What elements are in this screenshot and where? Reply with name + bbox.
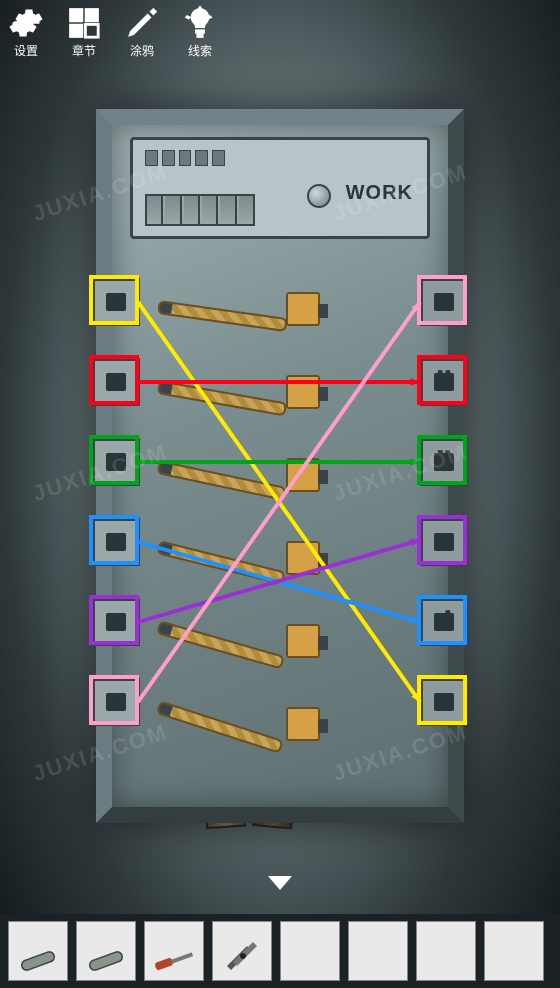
cable[interactable] (158, 280, 338, 330)
grid-icon (65, 4, 103, 42)
fuse-slots[interactable] (145, 194, 255, 226)
nav-settings[interactable]: 设置 (4, 4, 48, 59)
nav-scribble[interactable]: 涂鸦 (120, 4, 164, 59)
cable[interactable] (158, 360, 338, 410)
inventory-slot-6[interactable] (416, 921, 476, 981)
cable[interactable] (158, 680, 338, 730)
right-port-2[interactable]: ⠛ (420, 438, 468, 486)
nav-label: 设置 (14, 42, 38, 59)
status-led (307, 184, 331, 208)
pencil-icon (123, 4, 161, 42)
left-port-F[interactable]: F (92, 438, 140, 486)
nav-label: 线索 (188, 42, 212, 59)
vent-decor (145, 150, 225, 166)
cable[interactable] (158, 520, 338, 570)
inventory-bar (0, 914, 560, 988)
tube-item-1[interactable] (8, 921, 68, 981)
right-port-5[interactable]: ⠖ (420, 678, 468, 726)
left-port-V[interactable]: V (92, 518, 140, 566)
status-panel: WORK (130, 137, 430, 239)
right-port-0[interactable]: ⠒ (420, 278, 468, 326)
inventory-slot-7[interactable] (484, 921, 544, 981)
gear-icon (7, 4, 45, 42)
inventory-slot-5[interactable] (348, 921, 408, 981)
nav-chapters[interactable]: 章节 (62, 4, 106, 59)
screwdriver-item[interactable] (144, 921, 204, 981)
back-arrow-icon[interactable] (268, 876, 292, 890)
bulb-icon (181, 4, 219, 42)
wirecutter-item[interactable] (212, 921, 272, 981)
top-nav: 设置 章节 涂鸦 线索 (4, 4, 222, 59)
left-port-U[interactable]: U (92, 278, 140, 326)
cable[interactable] (158, 600, 338, 650)
right-port-1[interactable]: ⠿ (420, 358, 468, 406)
cable[interactable] (158, 440, 338, 490)
right-port-3[interactable]: ⠶ (420, 518, 468, 566)
inventory-slot-4[interactable] (280, 921, 340, 981)
right-port-4[interactable]: ⠾ (420, 598, 468, 646)
left-port-S[interactable]: S (92, 678, 140, 726)
game-scene: 设置 章节 涂鸦 线索 WORK (0, 0, 560, 988)
left-port-Z[interactable]: Z (92, 358, 140, 406)
nav-label: 涂鸦 (130, 42, 154, 59)
left-port-L[interactable]: L (92, 598, 140, 646)
status-label: WORK (346, 182, 413, 205)
nav-label: 章节 (72, 42, 96, 59)
tube-item-2[interactable] (76, 921, 136, 981)
nav-hints[interactable]: 线索 (178, 4, 222, 59)
